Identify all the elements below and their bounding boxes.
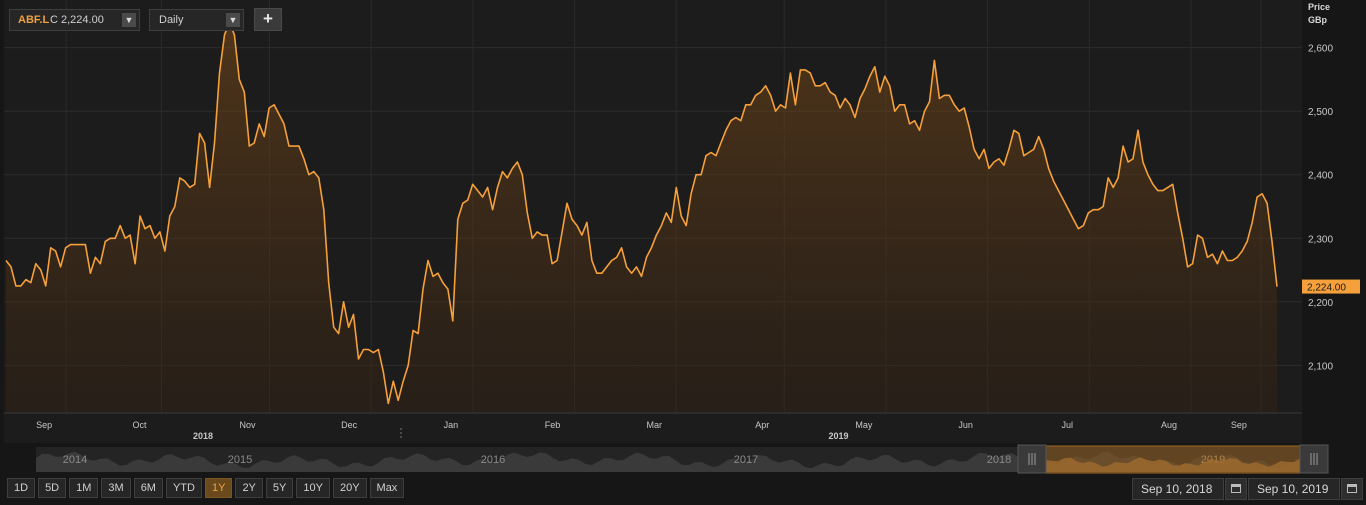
x-tick-label: Apr bbox=[755, 420, 769, 430]
add-button[interactable]: + bbox=[254, 8, 282, 31]
year-label: 2019 bbox=[828, 431, 848, 441]
x-tick-label: Jun bbox=[958, 420, 973, 430]
x-tick-label: Aug bbox=[1161, 420, 1177, 430]
calendar-icon[interactable] bbox=[1341, 478, 1363, 500]
calendar-icon[interactable] bbox=[1225, 478, 1247, 500]
x-axis-band bbox=[4, 413, 1302, 443]
range-button-10y[interactable]: 10Y bbox=[296, 478, 330, 498]
navigator-year-label: 2017 bbox=[734, 454, 758, 466]
x-axis: Sep Oct Nov Dec Jan Feb Mar Apr May Jun Jul Aug Sep 2… bbox=[36, 420, 1247, 441]
y-tick-label: 2,600 bbox=[1308, 44, 1333, 55]
range-button-5y[interactable]: 5Y bbox=[265, 478, 294, 498]
interval-selector[interactable]: Daily ▼ bbox=[149, 9, 244, 31]
y-tick-label: 2,400 bbox=[1308, 171, 1333, 182]
range-button-max[interactable]: Max bbox=[369, 478, 405, 498]
x-tick-label: Feb bbox=[545, 420, 561, 430]
x-tick-label: Nov bbox=[239, 420, 256, 430]
y-tick-label: 2,100 bbox=[1308, 361, 1333, 372]
chevron-down-icon[interactable]: ▼ bbox=[122, 13, 136, 27]
price-area bbox=[6, 22, 1277, 413]
chevron-down-icon[interactable]: ▼ bbox=[226, 13, 240, 27]
navigator-area bbox=[36, 451, 1328, 472]
price-line[interactable] bbox=[5, 21, 1278, 405]
navigator-year-label: 2016 bbox=[481, 454, 505, 466]
y-tick-label: 2,500 bbox=[1308, 107, 1333, 118]
range-button-1m[interactable]: 1M bbox=[69, 478, 99, 498]
range-button-20y[interactable]: 20Y bbox=[332, 478, 367, 498]
y-tick-label: 2,300 bbox=[1308, 234, 1333, 245]
start-date-field[interactable]: Sep 10, 2018 bbox=[1132, 478, 1224, 500]
x-tick-label: Oct bbox=[132, 420, 147, 430]
navigator-selection-area bbox=[1045, 457, 1300, 472]
navigator-year-label: 2018 bbox=[987, 454, 1011, 466]
range-button-1d[interactable]: 1D bbox=[7, 478, 36, 498]
x-tick-label: Sep bbox=[1231, 420, 1247, 430]
range-button-5d[interactable]: 5D bbox=[38, 478, 67, 498]
range-button-ytd[interactable]: YTD bbox=[165, 478, 202, 498]
navigator-handle-right[interactable] bbox=[1299, 444, 1329, 474]
navigator-year-label: 2015 bbox=[228, 454, 252, 466]
navigator-handle-left[interactable] bbox=[1017, 444, 1047, 474]
close-price-label: C 2,224.00 bbox=[50, 14, 104, 26]
range-button-2y[interactable]: 2Y bbox=[235, 478, 263, 498]
range-selector: 1D 5D 1M 3M 6M YTD 1Y 2Y 5Y 10Y 20Y Max bbox=[7, 478, 405, 498]
range-button-3m[interactable]: 3M bbox=[101, 478, 131, 498]
range-button-6m[interactable]: 6M bbox=[133, 478, 163, 498]
x-tick-label: Sep bbox=[36, 420, 52, 430]
y-axis-unit: GBp bbox=[1308, 15, 1328, 25]
x-tick-label: Jan bbox=[444, 420, 459, 430]
last-value-label: 2,224.00 bbox=[1307, 283, 1346, 294]
y-tick-label: 2,200 bbox=[1308, 298, 1333, 309]
navigator-year-label: 2014 bbox=[63, 454, 87, 466]
last-value-tag: 2,224.00 bbox=[1302, 279, 1360, 294]
y-axis: 2,100 2,200 2,300 2,400 2,500 2,600 bbox=[1308, 44, 1333, 373]
year-label: 2018 bbox=[193, 431, 213, 441]
x-tick-label: Mar bbox=[646, 420, 662, 430]
y-axis-title: Price bbox=[1308, 2, 1330, 12]
x-tick-label: May bbox=[855, 420, 873, 430]
symbol-selector[interactable]: ABF.L C 2,224.00 ▼ bbox=[9, 9, 140, 31]
symbol-label: ABF.L bbox=[18, 14, 50, 26]
x-tick-label: Dec bbox=[341, 420, 358, 430]
x-tick-label: Jul bbox=[1062, 420, 1074, 430]
range-button-1y[interactable]: 1Y bbox=[204, 478, 233, 498]
interval-label: Daily bbox=[159, 14, 184, 26]
end-date-field[interactable]: Sep 10, 2019 bbox=[1248, 478, 1340, 500]
navigator[interactable]: 201420152016201720182019 bbox=[36, 444, 1329, 474]
